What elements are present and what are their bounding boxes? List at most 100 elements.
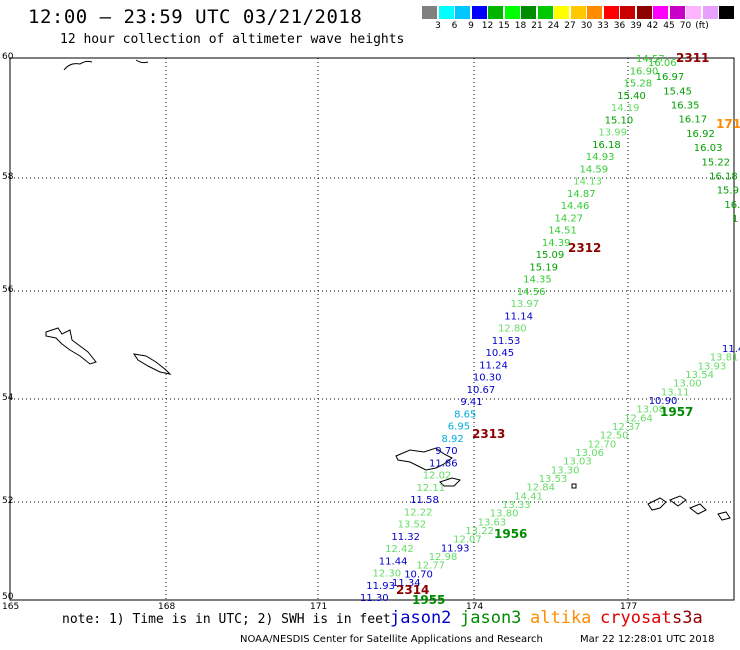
track-c-value: 14.41 bbox=[514, 491, 543, 502]
track-c-value: 13.81 bbox=[710, 353, 739, 364]
island-medny bbox=[132, 353, 172, 375]
track-a-value: 15.10 bbox=[605, 115, 634, 126]
track-c-value: 11.34 bbox=[392, 578, 421, 589]
legend-label: 21 bbox=[531, 21, 543, 31]
island-attu bbox=[395, 447, 453, 471]
legend-swatch bbox=[669, 6, 685, 19]
pass-label: 2313 bbox=[472, 427, 505, 441]
track-b-value: 16.06 bbox=[648, 58, 677, 69]
legend-label: 42 bbox=[646, 21, 659, 31]
track-a-value: 14.87 bbox=[567, 189, 596, 200]
legend-swatch bbox=[554, 6, 569, 19]
track-a-value: 15.28 bbox=[624, 79, 653, 90]
track-c-value: 13.80 bbox=[490, 509, 519, 520]
satellite-tracks: 14.5716.9015.2815.4014.1915.1013.9916.18… bbox=[360, 51, 740, 607]
track-c-value: 12.77 bbox=[416, 561, 445, 572]
track-c-value: 12.70 bbox=[588, 439, 617, 450]
legend-label: 12 bbox=[481, 21, 494, 31]
track-a-value: 16.18 bbox=[592, 140, 621, 151]
track-c-value: 12.50 bbox=[600, 431, 629, 442]
track-c-value: 11.4 bbox=[722, 344, 740, 355]
track-a-value: 13.97 bbox=[511, 299, 540, 310]
legend-swatch bbox=[603, 6, 619, 19]
pass-label: 1956 bbox=[494, 527, 527, 541]
legend-swatch bbox=[438, 6, 454, 19]
legend-swatch bbox=[570, 6, 586, 19]
track-c-value: 13.00 bbox=[673, 379, 702, 390]
map-subtitle: 12 hour collection of altimeter wave hei… bbox=[60, 32, 405, 47]
track-a-value: 11.53 bbox=[492, 336, 521, 347]
track-b-value: 1 bbox=[732, 214, 738, 225]
graticule bbox=[10, 58, 734, 600]
track-c-value: 13.22 bbox=[465, 526, 494, 537]
track-a-value: 14.51 bbox=[548, 226, 577, 237]
legend-label: 45 bbox=[663, 21, 675, 31]
lat-label-58: 58 bbox=[2, 172, 14, 182]
track-a-value: 10.30 bbox=[473, 373, 502, 384]
legend-label: 30 bbox=[580, 21, 593, 31]
track-a-value: 13.99 bbox=[598, 128, 627, 139]
legend-swatch bbox=[471, 6, 487, 19]
pass-label: 2312 bbox=[568, 241, 601, 255]
footnote: note: 1) Time is in UTC; 2) SWH is in fe… bbox=[62, 612, 391, 627]
track-b-value: 15.22 bbox=[702, 157, 731, 168]
legend-swatch bbox=[636, 6, 652, 19]
legend-swatch bbox=[521, 6, 536, 19]
track-a-value: 16.90 bbox=[630, 66, 659, 77]
satellite-jason3: jason3 bbox=[460, 608, 522, 628]
pass-label: 2314 bbox=[396, 583, 429, 597]
lon-label-171: 171 bbox=[310, 602, 328, 612]
island-rat-3 bbox=[688, 503, 707, 515]
legend-swatch bbox=[653, 6, 668, 19]
lon-label-168: 168 bbox=[158, 602, 176, 612]
island-rat bbox=[647, 497, 667, 511]
track-c-value: 12.98 bbox=[429, 552, 458, 563]
track-b-value: 16.18 bbox=[709, 172, 738, 183]
track-a-value: 14.39 bbox=[542, 238, 571, 249]
legend-swatch bbox=[504, 6, 520, 19]
track-a-value: 14.59 bbox=[580, 164, 609, 175]
track-a-value: 11.32 bbox=[391, 532, 420, 543]
track-a-value: 10.67 bbox=[467, 385, 496, 396]
track-c-value: 12.84 bbox=[526, 483, 555, 494]
track-a-value: 14.56 bbox=[517, 287, 546, 298]
lat-label-50: 50 bbox=[2, 592, 14, 602]
track-c-value: 13.08 bbox=[636, 405, 665, 416]
lon-label-165: 165 bbox=[2, 602, 20, 612]
track-a-value: 11.44 bbox=[379, 556, 408, 567]
legend-label: (ft) bbox=[695, 21, 709, 31]
track-c-value: 10.90 bbox=[649, 396, 678, 407]
legend-swatch bbox=[719, 6, 734, 19]
track-c-value: 13.93 bbox=[698, 361, 727, 372]
legend-label: 39 bbox=[630, 21, 642, 31]
track-a-value: 14.46 bbox=[561, 201, 590, 212]
pass-label: 1957 bbox=[660, 405, 693, 419]
island-rat-2 bbox=[668, 495, 687, 507]
track-a-value: 12.30 bbox=[373, 569, 402, 580]
satellite-s3a: s3a bbox=[672, 608, 703, 628]
track-a-value: 14.27 bbox=[555, 213, 584, 224]
track-a-value: 11.24 bbox=[479, 360, 508, 371]
coastline-northwest bbox=[63, 60, 93, 71]
track-a-value: 12.80 bbox=[498, 324, 527, 335]
island-bering bbox=[45, 327, 97, 365]
track-a-value: 8.65 bbox=[454, 409, 476, 420]
timestamp-text: Mar 22 12:28:01 UTC 2018 bbox=[580, 634, 715, 645]
track-a-value: 10.45 bbox=[486, 348, 515, 359]
track-c-value: 13.63 bbox=[478, 517, 507, 528]
coastline-north bbox=[135, 59, 149, 64]
legend-label: 9 bbox=[468, 21, 474, 31]
track-a-value: 11.86 bbox=[429, 458, 458, 469]
track-c-value: 13.11 bbox=[661, 387, 690, 398]
track-c-value: 10.70 bbox=[404, 569, 433, 580]
track-a-value: 14.19 bbox=[611, 103, 640, 114]
legend-label: 70 bbox=[679, 21, 692, 31]
track-b-value: 16.97 bbox=[656, 72, 685, 83]
track-c-value: 12.37 bbox=[612, 422, 641, 433]
legend-label: 36 bbox=[613, 21, 626, 31]
track-b-value: 16. bbox=[724, 200, 740, 211]
island-rat-4 bbox=[717, 511, 731, 521]
satellite-cryosat: cryosat bbox=[600, 608, 672, 628]
legend-label: 15 bbox=[498, 21, 510, 31]
track-a-value: 8.92 bbox=[442, 434, 464, 445]
